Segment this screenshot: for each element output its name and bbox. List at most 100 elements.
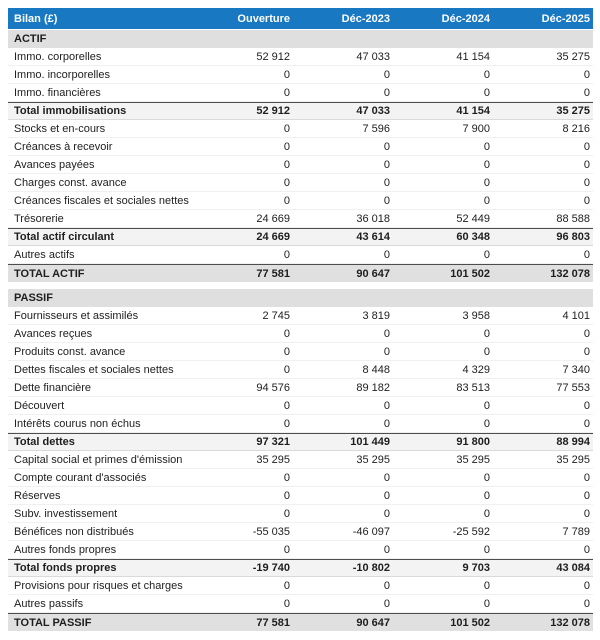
column-header-ouverture: Ouverture	[237, 12, 290, 25]
row-value: 7 340	[562, 363, 590, 376]
row-value: 0	[283, 248, 290, 261]
row-value: 0	[583, 489, 590, 502]
row-value: 0	[583, 543, 590, 556]
row-label: Total actif circulant	[14, 231, 115, 243]
table-row: Autres passifs 0 0 0 0	[8, 595, 593, 613]
row-value: 52 912	[256, 105, 290, 117]
row-value: 0	[383, 176, 390, 189]
row-label: Avances reçues	[14, 327, 93, 340]
table-row: Immo. incorporelles 0 0 0 0	[8, 66, 593, 84]
table-row: Total immobilisations 52 912 47 033 41 154 3…	[8, 102, 593, 120]
row-value: 0	[283, 579, 290, 592]
row-value: 41 154	[456, 50, 490, 63]
row-value: 0	[583, 345, 590, 358]
row-value: -10 802	[352, 562, 390, 574]
row-value: 96 803	[556, 231, 590, 243]
row-label: Avances payées	[14, 158, 95, 171]
row-label: Immo. financières	[14, 86, 101, 99]
table-header-row: Bilan (£) Ouverture Déc-2023 Déc-2024 Dé…	[8, 8, 593, 29]
row-value: 47 033	[356, 105, 390, 117]
row-value: 90 647	[356, 616, 390, 629]
table-row: Immo. financières 0 0 0 0	[8, 84, 593, 102]
row-value: 3 958	[462, 309, 490, 322]
row-label: Autres fonds propres	[14, 543, 117, 556]
row-label: Intérêts courus non échus	[14, 417, 141, 430]
row-value: 0	[383, 68, 390, 81]
row-value: 36 018	[356, 212, 390, 225]
row-value: 0	[483, 327, 490, 340]
row-value: -19 740	[252, 562, 290, 574]
row-value: 0	[583, 579, 590, 592]
row-value: 0	[283, 597, 290, 610]
row-label: Total immobilisations	[14, 105, 127, 117]
row-value: 0	[283, 158, 290, 171]
section-title: PASSIF	[14, 292, 53, 304]
row-label: Capital social et primes d'émission	[14, 453, 183, 466]
row-value: 0	[383, 327, 390, 340]
row-value: 4 101	[562, 309, 590, 322]
row-value: 101 449	[350, 436, 390, 448]
row-value: 0	[483, 140, 490, 153]
row-value: 0	[583, 248, 590, 261]
row-value: 0	[283, 489, 290, 502]
table-row: Réserves 0 0 0 0	[8, 487, 593, 505]
row-value: 0	[483, 417, 490, 430]
section-header-passif: PASSIF	[8, 289, 593, 307]
table-row: Compte courant d'associés 0 0 0 0	[8, 469, 593, 487]
row-value: 0	[583, 140, 590, 153]
row-value: 0	[483, 194, 490, 207]
row-label: Provisions pour risques et charges	[14, 579, 183, 592]
row-label: Produits const. avance	[14, 345, 126, 358]
row-value: 0	[283, 471, 290, 484]
row-label: Découvert	[14, 399, 65, 412]
row-value: 0	[283, 86, 290, 99]
row-value: 43 084	[556, 562, 590, 574]
row-value: 0	[583, 507, 590, 520]
row-value: 132 078	[550, 267, 590, 280]
row-value: 35 295	[356, 453, 390, 466]
table-row: Total actif circulant 24 669 43 614 60 348 9…	[8, 228, 593, 246]
row-value: 0	[383, 248, 390, 261]
row-value: 0	[483, 597, 490, 610]
row-value: 0	[483, 158, 490, 171]
row-value: 0	[383, 471, 390, 484]
table-row: Provisions pour risques et charges 0 0 0 0	[8, 577, 593, 595]
table-row: Stocks et en-cours 0 7 596 7 900 8 216	[8, 120, 593, 138]
row-value: 0	[383, 194, 390, 207]
row-value: 0	[283, 122, 290, 135]
row-value: 60 348	[456, 231, 490, 243]
row-value: 88 994	[556, 436, 590, 448]
row-value: 83 513	[456, 381, 490, 394]
row-value: -25 592	[452, 525, 490, 538]
row-value: 35 295	[556, 453, 590, 466]
row-value: 89 182	[356, 381, 390, 394]
row-value: 97 321	[256, 436, 290, 448]
row-value: 91 800	[456, 436, 490, 448]
row-value: 77 553	[556, 381, 590, 394]
row-value: 0	[383, 345, 390, 358]
row-value: 7 789	[562, 525, 590, 538]
row-value: 0	[383, 579, 390, 592]
table-row: Autres fonds propres 0 0 0 0	[8, 541, 593, 559]
row-value: 7 900	[462, 122, 490, 135]
row-value: 0	[383, 507, 390, 520]
row-value: -55 035	[252, 525, 290, 538]
row-value: 94 576	[256, 381, 290, 394]
row-label: Immo. incorporelles	[14, 68, 110, 81]
balance-table-body: ACTIF Immo. corporelles 52 912 47 033 41 154…	[8, 30, 593, 631]
row-value: 4 329	[462, 363, 490, 376]
row-value: 0	[383, 597, 390, 610]
row-value: 77 581	[256, 616, 290, 629]
row-value: 0	[283, 507, 290, 520]
table-row: Capital social et primes d'émission 35 29…	[8, 451, 593, 469]
row-label: TOTAL PASSIF	[14, 616, 92, 629]
row-label: Réserves	[14, 489, 61, 502]
row-value: 0	[483, 68, 490, 81]
row-value: 0	[583, 417, 590, 430]
row-label: Dettes fiscales et sociales nettes	[14, 363, 174, 376]
row-value: 77 581	[256, 267, 290, 280]
row-value: 24 669	[256, 212, 290, 225]
row-value: 8 216	[562, 122, 590, 135]
row-value: 0	[383, 543, 390, 556]
balance-sheet-table: Bilan (£) Ouverture Déc-2023 Déc-2024 Dé…	[8, 8, 593, 631]
